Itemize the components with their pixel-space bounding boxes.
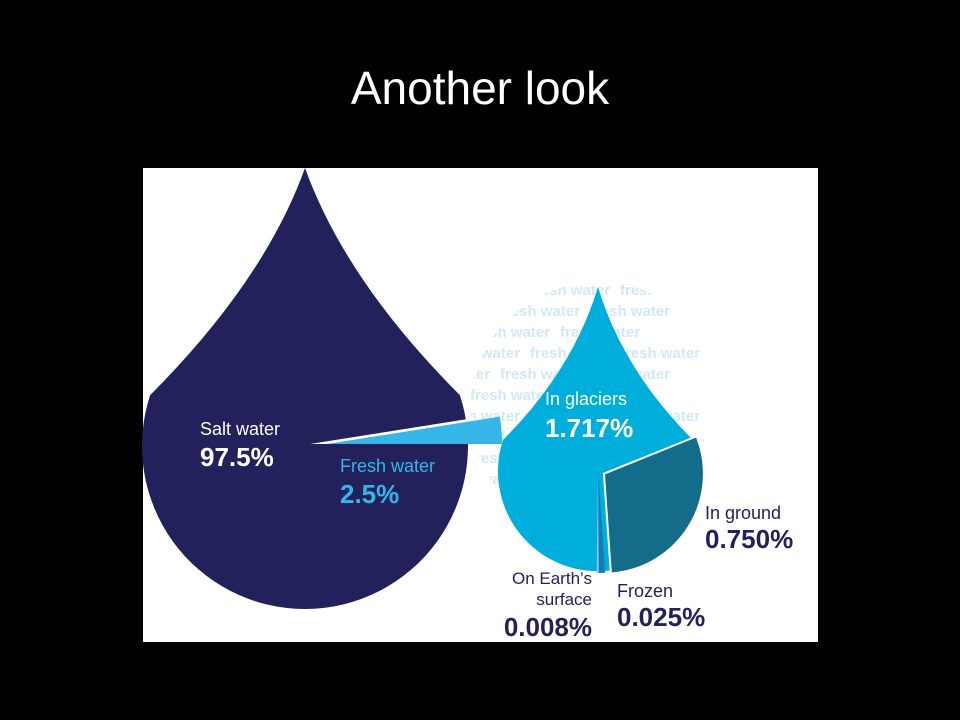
category-label: In glaciers	[545, 389, 627, 409]
watermark-text: fresh water	[470, 387, 550, 404]
category-label: Salt water	[200, 419, 280, 439]
value-label: 97.5%	[200, 442, 274, 472]
slide-title: Another look	[351, 62, 610, 114]
category-label: Fresh water	[340, 456, 435, 476]
category-label: In ground	[705, 503, 781, 523]
value-label: 0.008%	[504, 612, 592, 642]
category-label: On Earth’s surface	[511, 569, 592, 609]
watermark-text: fresh water	[620, 345, 700, 362]
pie-slice	[602, 434, 705, 575]
pie-slice	[327, 416, 502, 444]
pie-slice	[142, 168, 468, 609]
value-label: 0.025%	[617, 602, 705, 632]
watermark-text: fresh water	[590, 303, 670, 320]
value-label: 1.717%	[545, 413, 633, 443]
value-label: 0.750%	[705, 524, 793, 554]
charts: Salt water 97.5% Fresh water 2.5% In glacier…	[142, 168, 793, 642]
pie-slice	[598, 472, 606, 573]
value-label: 2.5%	[340, 479, 399, 509]
category-label: Frozen	[617, 581, 673, 601]
pie-slice	[596, 473, 599, 573]
